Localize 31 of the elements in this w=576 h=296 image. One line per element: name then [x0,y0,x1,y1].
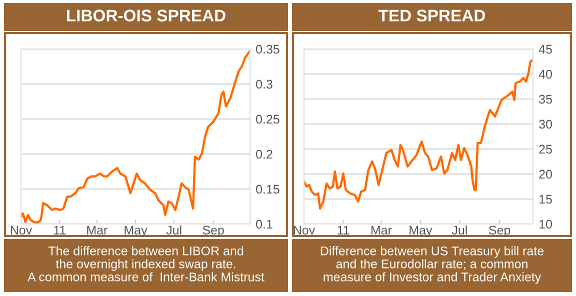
y-tick-label: 0.3 [256,80,272,89]
y-tick-label: 40 [538,70,552,79]
y-tick-label: 0.2 [256,150,272,159]
chart-title: LIBOR-OIS SPREAD [67,10,226,22]
x-tick-label: Jul [452,225,467,235]
y-tick-label: 0.25 [256,114,280,124]
text: Difference between US Treasury bill rate and the Eurodollar rate; a common measure of Investor and Trader Anxiety [320,246,544,284]
y-tick-label: 0.1 [256,220,272,229]
y-tick-label: 15 [540,194,552,204]
y-tick-label: 45 [538,44,552,54]
x-tick-label: 11 [338,226,350,234]
x-tick-label: Mar [371,226,392,235]
y-tick-label: 0.15 [256,184,280,194]
x-tick-label: Nov [10,226,32,235]
line-series [21,50,250,224]
x-tick-label: May [124,226,148,238]
y-tick-label: 10 [540,220,552,229]
x-tick-label: Jul [166,225,182,235]
y-tick-label: 20 [539,170,552,179]
chart-title: TED SPREAD [378,10,486,22]
y-tick-label: 25 [539,144,552,154]
y-tick-label: 30 [539,120,552,129]
x-tick-label: Mar [87,226,108,235]
line-series [304,58,533,210]
y-tick-label: 35 [539,94,552,104]
x-tick-label: May [410,226,432,238]
y-tick-label: 0.35 [256,44,280,54]
x-tick-label: Sep [489,226,510,238]
x-tick-label: 11 [54,226,66,234]
text: The difference between LIBOR and the overnight indexed swap rate. A common measure of Inter-Bank Mistrust [28,246,264,282]
x-tick-label: Sep [202,226,224,238]
